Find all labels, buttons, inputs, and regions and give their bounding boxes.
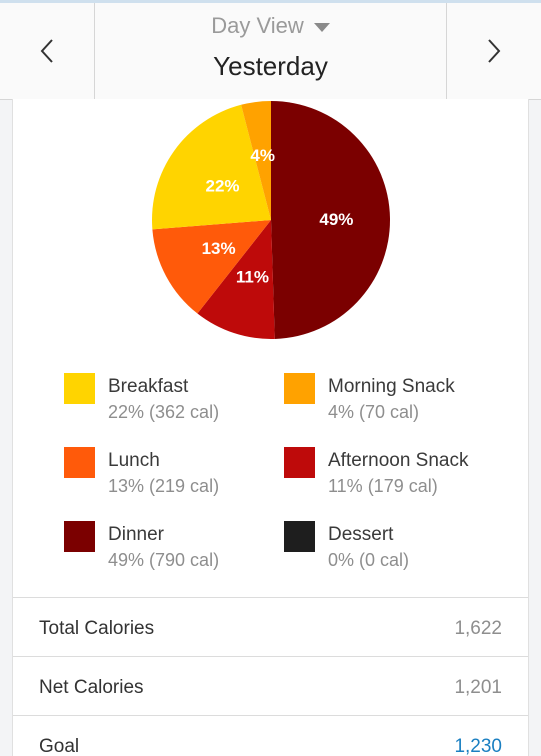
previous-day-button[interactable]	[0, 3, 95, 99]
chevron-right-icon	[488, 39, 501, 63]
pie-slice-morning-snack	[241, 101, 271, 220]
legend-name: Lunch	[108, 450, 160, 471]
legend-name: Dessert	[328, 524, 394, 545]
legend-swatch	[284, 521, 315, 552]
pie-label-dinner: 49%	[319, 210, 353, 229]
date-header: Day View Yesterday	[0, 3, 541, 100]
goal-value-link[interactable]: 1,230	[454, 736, 502, 756]
pie-svg: 49% 11%13% 22% 4%	[151, 101, 391, 339]
legend-detail: 13% (219 cal)	[108, 476, 220, 496]
legend-detail: 11% (179 cal)	[328, 476, 438, 496]
legend-detail: 22% (362 cal)	[108, 402, 220, 422]
legend-item-afternoon-snack: Afternoon Snack 11% (179 cal)	[284, 443, 504, 503]
total-calories-value: 1,622	[454, 618, 502, 639]
legend-name: Morning Snack	[328, 376, 455, 397]
pie-label-lunch: 13%	[202, 239, 236, 258]
pie-slice-breakfast	[151, 104, 271, 230]
goal-row[interactable]: Goal 1,230	[13, 715, 528, 756]
legend-item-dinner: Dinner 49% (790 cal)	[64, 517, 284, 577]
total-calories-label: Total Calories	[39, 618, 155, 639]
pie-label-breakfast: 22%	[205, 177, 239, 196]
net-calories-row: Net Calories 1,201	[13, 656, 528, 715]
header-center: Day View Yesterday	[95, 3, 446, 99]
legend-swatch	[284, 447, 315, 478]
total-calories-row: Total Calories 1,622	[13, 597, 528, 656]
calorie-breakdown-card: 49% 11% 13% 22% 4% Breakfast 22% (362 cal) Mor…	[12, 99, 529, 756]
chevron-left-icon	[40, 39, 53, 63]
view-selector-label: Day View	[211, 13, 304, 38]
legend-detail: 49% (790 cal)	[108, 550, 220, 570]
net-calories-label: Net Calories	[39, 677, 144, 698]
next-day-button[interactable]	[446, 3, 541, 99]
legend-swatch	[64, 447, 95, 478]
pie-slice-afternoon-snack	[197, 220, 275, 339]
legend-swatch	[64, 521, 95, 552]
legend-swatch	[284, 373, 315, 404]
legend-swatch	[64, 373, 95, 404]
meal-pie-chart: 49% 11% 13% 22% 4%	[150, 99, 392, 341]
date-label: Yesterday	[213, 51, 328, 81]
legend-detail: 4% (70 cal)	[328, 402, 420, 422]
pie-label-morning-snack: 4%	[250, 146, 275, 165]
calorie-summary: Total Calories 1,622 Net Calories 1,201 …	[13, 597, 528, 756]
legend-detail: 0% (0 cal)	[328, 550, 410, 570]
legend-item-breakfast: Breakfast 22% (362 cal)	[64, 369, 284, 429]
legend-item-morning-snack: Morning Snack 4% (70 cal)	[284, 369, 504, 429]
legend-item-lunch: Lunch 13% (219 cal)	[64, 443, 284, 503]
net-calories-value: 1,201	[454, 677, 502, 698]
view-selector[interactable]: Day View	[95, 13, 446, 39]
pie-slice-lunch	[152, 220, 271, 314]
legend-name: Dinner	[108, 524, 164, 545]
legend-name: Afternoon Snack	[328, 450, 469, 471]
legend-item-dessert: Dessert 0% (0 cal)	[284, 517, 504, 577]
pie-label-afternoon-snack: 11%	[236, 268, 269, 287]
caret-down-icon	[313, 23, 330, 32]
pie-slice-dinner	[271, 101, 391, 339]
top-accent-line	[0, 0, 541, 3]
goal-label: Goal	[39, 736, 80, 756]
legend-name: Breakfast	[108, 376, 189, 397]
